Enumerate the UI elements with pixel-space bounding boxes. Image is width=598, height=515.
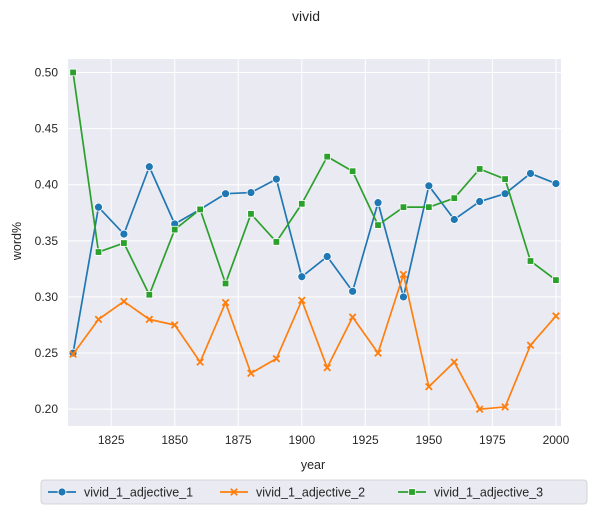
legend: vivid_1_adjective_1 vivid_1_adjective_2 vi… xyxy=(40,479,588,505)
data-point xyxy=(272,238,281,246)
data-point xyxy=(94,248,103,256)
y-tick-label: 0.20 xyxy=(35,402,59,416)
x-tick-label: 1975 xyxy=(479,433,506,447)
y-tick-label: 0.45 xyxy=(35,122,59,136)
data-point xyxy=(271,174,281,184)
data-point xyxy=(196,358,204,366)
legend-marker xyxy=(230,488,238,496)
y-tick-label: 0.30 xyxy=(35,290,59,304)
y-tick-label: 0.25 xyxy=(35,346,59,360)
x-tick-label: 1875 xyxy=(225,433,252,447)
data-point xyxy=(526,257,535,265)
data-point xyxy=(425,203,433,211)
data-point xyxy=(145,315,154,324)
data-point xyxy=(551,179,561,188)
data-point xyxy=(526,169,535,178)
data-point xyxy=(501,403,509,411)
chart-title: vivid xyxy=(292,8,320,24)
data-point xyxy=(475,165,484,173)
series-line xyxy=(72,165,557,354)
data-point xyxy=(297,296,306,305)
data-point xyxy=(348,286,358,296)
data-point xyxy=(373,198,383,208)
legend-entry: vivid_1_adjective_1 xyxy=(48,486,193,500)
data-point xyxy=(69,68,77,77)
data-point xyxy=(552,312,560,320)
data-point xyxy=(247,210,255,218)
data-point xyxy=(399,270,408,279)
x-tick-label: 1850 xyxy=(161,433,188,447)
legend-marker xyxy=(408,488,416,496)
data-point xyxy=(399,203,408,211)
data-point xyxy=(171,225,179,234)
data-point xyxy=(272,354,281,363)
data-point xyxy=(475,405,484,414)
x-tick-label: 2000 xyxy=(543,433,570,447)
data-point xyxy=(69,350,77,359)
data-point xyxy=(323,152,331,161)
data-point xyxy=(170,321,179,329)
data-point xyxy=(501,175,509,183)
series-vivid_1_adjective_3 xyxy=(69,68,560,299)
plot-area xyxy=(68,59,561,426)
data-point xyxy=(221,298,230,307)
x-tick-label: 1900 xyxy=(288,433,315,447)
y-tick-label: 0.50 xyxy=(35,65,59,79)
data-point xyxy=(424,181,434,191)
data-point xyxy=(374,349,382,357)
data-point xyxy=(399,292,408,302)
data-point xyxy=(475,197,485,206)
data-point xyxy=(450,358,459,366)
data-point xyxy=(145,290,154,299)
series-line xyxy=(72,273,557,411)
series-line xyxy=(72,72,557,296)
data-point xyxy=(119,229,129,239)
data-point xyxy=(221,279,230,288)
data-point xyxy=(94,315,103,324)
series-layer xyxy=(68,68,561,414)
x-tick-label: 1950 xyxy=(416,433,443,447)
data-point xyxy=(323,363,332,372)
data-point xyxy=(221,189,230,199)
data-point xyxy=(196,205,204,214)
data-point xyxy=(297,272,307,282)
legend-entry: vivid_1_adjective_2 xyxy=(220,486,365,500)
data-point xyxy=(120,239,128,247)
data-point xyxy=(246,188,256,197)
legend-entry: vivid_1_adjective_3 xyxy=(398,486,543,500)
y-axis-ticks: 0.20 0.25 0.30 0.35 0.40 0.45 0.50 xyxy=(35,65,59,416)
data-point xyxy=(449,215,459,224)
series-vivid_1_adjective_2 xyxy=(69,270,560,414)
y-axis-label: word% xyxy=(10,222,24,261)
x-tick-label: 1925 xyxy=(352,433,379,447)
data-point xyxy=(348,313,357,321)
data-point xyxy=(450,194,458,202)
data-point xyxy=(247,369,255,378)
y-tick-label: 0.35 xyxy=(35,234,59,248)
x-axis-ticks: 1825 1850 1875 1900 1925 1950 1975 2000 xyxy=(98,433,570,447)
x-axis-label: year xyxy=(301,458,325,472)
data-point xyxy=(526,341,535,350)
data-point xyxy=(298,200,306,208)
legend-label: vivid_1_adjective_1 xyxy=(84,486,193,500)
data-point xyxy=(374,221,382,229)
data-point xyxy=(348,167,357,175)
data-point xyxy=(144,162,154,172)
data-point xyxy=(322,252,332,261)
legend-label: vivid_1_adjective_3 xyxy=(434,486,543,500)
y-tick-label: 0.40 xyxy=(35,178,59,192)
data-point xyxy=(120,297,128,306)
data-point xyxy=(94,202,103,212)
legend-box xyxy=(40,479,588,505)
x-tick-label: 1825 xyxy=(98,433,125,447)
legend-label: vivid_1_adjective_2 xyxy=(256,486,365,500)
data-point xyxy=(552,276,560,284)
data-point xyxy=(425,382,433,391)
legend-marker xyxy=(57,487,67,497)
